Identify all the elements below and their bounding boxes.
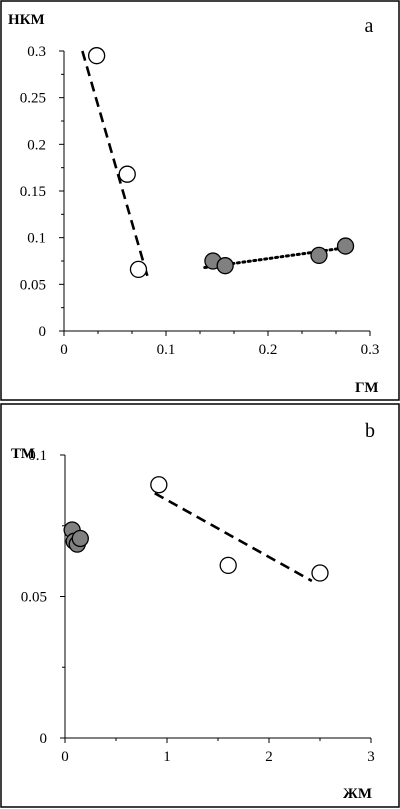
y-tick-label: 0.3 [27,44,46,60]
x-tick-label: 2 [265,749,273,765]
filled-data-point [336,237,355,255]
open-data-point [150,476,168,494]
dashed-trend-line [81,50,149,278]
open-data-point [129,260,148,279]
panel-b: b ТМ ЖМ 0 1 2 3 0 0.05 0.1 [0,403,400,808]
panel-b-frame [0,403,400,808]
panel-b-ticks: 0 1 2 3 0 0.05 0.1 [21,448,375,765]
open-data-point [118,165,136,183]
panel-b-axes [64,455,371,739]
open-data-point [311,564,329,582]
y-tick-label: 0 [40,731,48,747]
panel-b-xlabel: ЖМ [343,786,372,802]
panel-a-xlabel: ГМ [355,380,379,396]
panel-a: a НКМ ГМ 0 0.1 0.2 0.3 0 0.05 0.1 0.15 0.2 0.25 0.… [0,0,400,401]
x-tick-label: 3 [367,749,375,765]
panel-a-letter: a [365,15,374,37]
y-tick-label: 0 [39,324,47,340]
open-data-point [87,47,106,65]
panel-b-ylabel: ТМ [11,446,35,462]
x-tick-label: 1 [163,749,171,765]
filled-data-point [310,246,328,265]
panel-a-ticks: 0 0.1 0.2 0.3 0 0.05 0.1 0.15 0.2 0.25 0.3 [20,44,380,358]
y-tick-label: 0.05 [21,590,47,606]
x-tick-label: 0.3 [361,342,380,358]
panel-a-ylabel: НКМ [8,12,45,28]
y-tick-label: 0.05 [20,277,46,293]
panel-a-trends [81,50,353,278]
y-tick-label: 0.1 [28,448,47,464]
panel-b-trends [154,492,313,583]
panel-a-axes [63,51,370,332]
panel-a-frame [0,0,400,401]
filled-data-point [216,257,234,275]
open-data-point [219,556,237,575]
panel-b-letter: b [365,420,375,442]
filled-data-point [71,529,89,548]
x-tick-label: 0 [60,342,68,358]
x-tick-label: 0 [61,749,69,765]
y-tick-label: 0.2 [27,137,46,153]
y-tick-label: 0.1 [27,231,46,247]
x-tick-label: 0.2 [259,342,278,358]
y-tick-label: 0.15 [20,184,46,200]
y-tick-label: 0.25 [20,91,46,107]
dashed-trend-line [154,492,313,583]
panel-a-points [87,47,355,279]
x-tick-label: 0.1 [157,342,176,358]
panel-b-points [63,476,329,582]
